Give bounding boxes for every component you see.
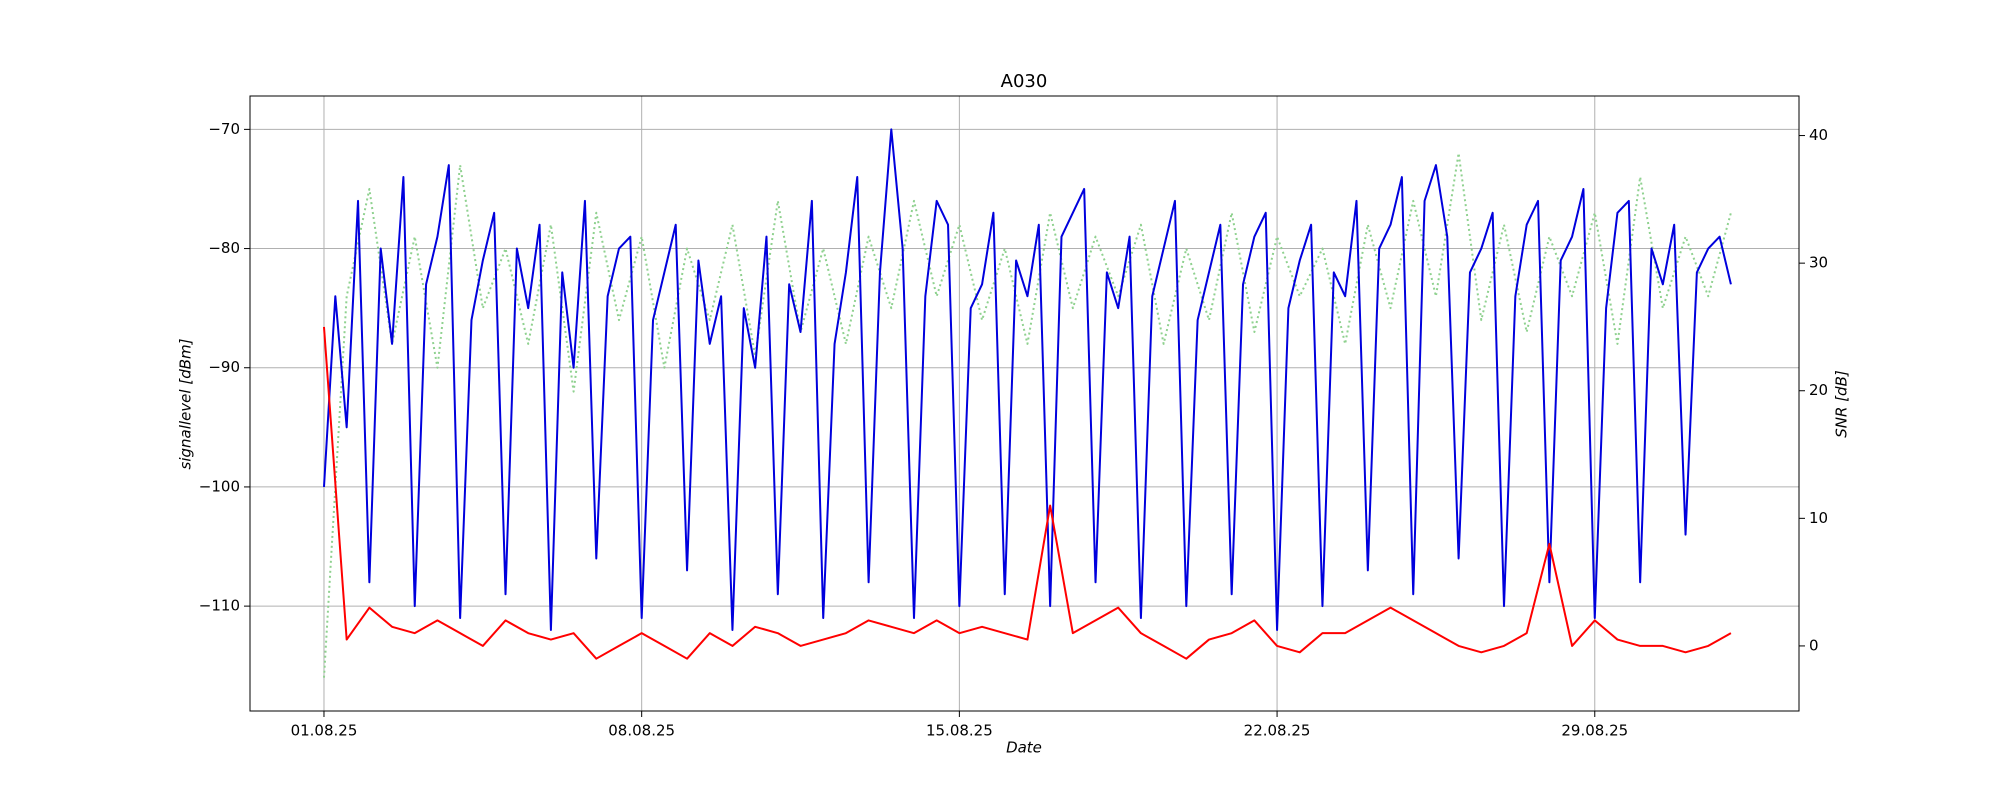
- x-axis-label: Date: [1006, 739, 1042, 757]
- y2-tick-label: 0: [1809, 636, 1819, 654]
- y-tick-label: −80: [208, 239, 240, 257]
- y2-tick-label: 20: [1809, 381, 1828, 399]
- x-tick-label: 29.08.25: [1561, 722, 1628, 740]
- y2-tick-label: 10: [1809, 509, 1828, 527]
- y-tick-label: −100: [199, 477, 240, 495]
- x-tick-label: 22.08.25: [1244, 722, 1311, 740]
- y2-axis-label: SNR [dB]: [1833, 370, 1851, 438]
- x-tick-label: 15.08.25: [926, 722, 993, 740]
- chart-title: A030: [1001, 71, 1048, 92]
- plot-frame: [249, 95, 1800, 712]
- series-line: [322, 152, 1732, 678]
- series-line: [322, 326, 1732, 660]
- y-tick-label: −70: [208, 120, 240, 138]
- x-tick-label: 08.08.25: [608, 722, 675, 740]
- y-tick-label: −110: [199, 597, 240, 615]
- series-line: [322, 128, 1732, 631]
- y-axis-label: signallevel [dBm]: [177, 338, 195, 469]
- y-tick-label: −90: [208, 358, 240, 376]
- y2-tick-label: 30: [1809, 254, 1828, 272]
- x-tick-label: 01.08.25: [291, 722, 358, 740]
- y2-tick-label: 40: [1809, 126, 1828, 144]
